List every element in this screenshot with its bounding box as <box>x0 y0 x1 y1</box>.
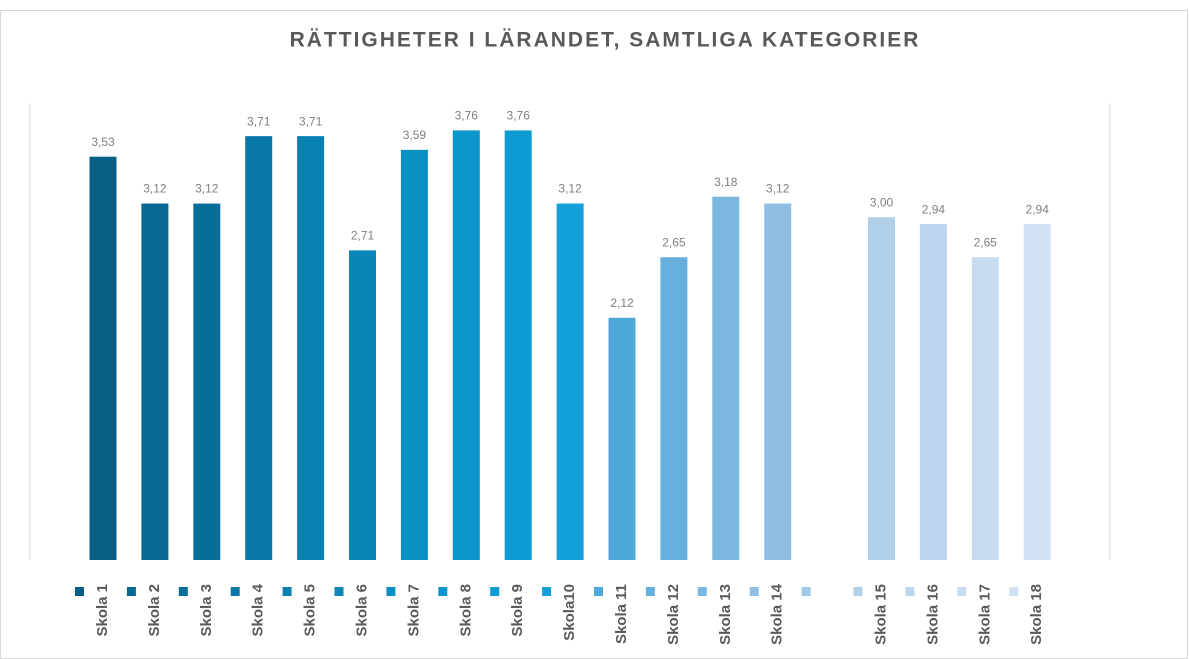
data-label: 3,53 <box>91 135 115 149</box>
legend-label: Skola 3 <box>198 584 215 637</box>
legend-label: Skola 16 <box>924 584 941 645</box>
data-label: 2,65 <box>974 235 998 249</box>
bar <box>89 156 117 560</box>
legend-swatch <box>853 587 863 596</box>
data-label: 3,12 <box>766 182 790 196</box>
chart-frame <box>0 10 1188 659</box>
legend-label: Skola 9 <box>509 584 526 637</box>
legend-swatch <box>749 587 759 596</box>
legend-swatch <box>645 587 655 596</box>
legend-swatch <box>542 587 552 596</box>
bar <box>504 130 532 561</box>
legend-swatch <box>905 587 915 596</box>
data-label: 3,12 <box>558 182 582 196</box>
data-label: 3,76 <box>507 109 531 123</box>
legend-swatch <box>334 587 344 596</box>
bar <box>919 224 947 561</box>
data-label: 3,12 <box>143 182 167 196</box>
data-label: 2,71 <box>351 229 375 243</box>
bar <box>971 257 999 560</box>
legend-label: Skola 4 <box>250 583 267 636</box>
legend-label: Skola10 <box>561 584 578 641</box>
legend-swatch <box>801 587 811 596</box>
legend-label: Skola 17 <box>976 584 993 645</box>
legend-swatch <box>594 587 603 596</box>
bar <box>608 317 636 560</box>
legend-label: Skola 15 <box>872 584 889 645</box>
legend-swatch <box>75 587 84 596</box>
bar <box>452 130 480 561</box>
bar <box>141 203 169 561</box>
bar <box>400 149 428 560</box>
legend-label: Skola 6 <box>353 584 370 637</box>
legend-label: Skola 8 <box>457 584 474 637</box>
legend-label: Skola 1 <box>94 584 111 637</box>
data-label: 3,76 <box>455 109 479 123</box>
data-label: 2,65 <box>662 235 686 249</box>
data-label: 3,12 <box>195 182 219 196</box>
legend-swatch <box>490 587 500 596</box>
legend-label: Skola 13 <box>717 584 734 645</box>
bar <box>868 217 895 560</box>
bar <box>660 257 688 560</box>
legend-swatch <box>957 587 967 596</box>
data-label: 3,00 <box>870 195 894 209</box>
data-label: 3,71 <box>299 114 323 128</box>
bar <box>297 136 325 560</box>
legend-swatch <box>230 587 240 596</box>
bar <box>1023 224 1051 561</box>
data-label: 3,18 <box>714 175 738 189</box>
bar <box>556 203 584 561</box>
legend-label: Skola 18 <box>1028 584 1045 645</box>
legend-label: Skola 14 <box>769 583 786 645</box>
bar <box>712 196 740 560</box>
bar <box>245 136 273 560</box>
legend-label: Skola 7 <box>405 584 422 637</box>
bar <box>193 203 221 561</box>
legend-swatch <box>438 587 448 596</box>
legend-swatch <box>1009 587 1019 596</box>
data-label: 3,71 <box>247 114 271 128</box>
legend-swatch <box>697 587 707 596</box>
data-label: 2,94 <box>922 202 946 216</box>
legend-label: Skola 2 <box>146 584 163 637</box>
chart-title: RÄTTIGHETER I LÄRANDET, SAMTLIGA KATEGOR… <box>290 29 921 52</box>
legend-swatch <box>386 587 396 596</box>
legend-label: Skola 11 <box>613 584 630 644</box>
data-label: 2,94 <box>1026 202 1050 216</box>
data-label: 2,12 <box>610 296 634 310</box>
bar <box>349 250 376 560</box>
legend-label: Skola 12 <box>665 584 682 645</box>
legend-label: Skola 5 <box>302 584 319 637</box>
bar <box>764 203 792 561</box>
legend-swatch <box>282 587 292 596</box>
data-label: 3,59 <box>403 128 427 142</box>
legend-swatch <box>178 587 188 596</box>
legend-swatch <box>126 587 136 596</box>
